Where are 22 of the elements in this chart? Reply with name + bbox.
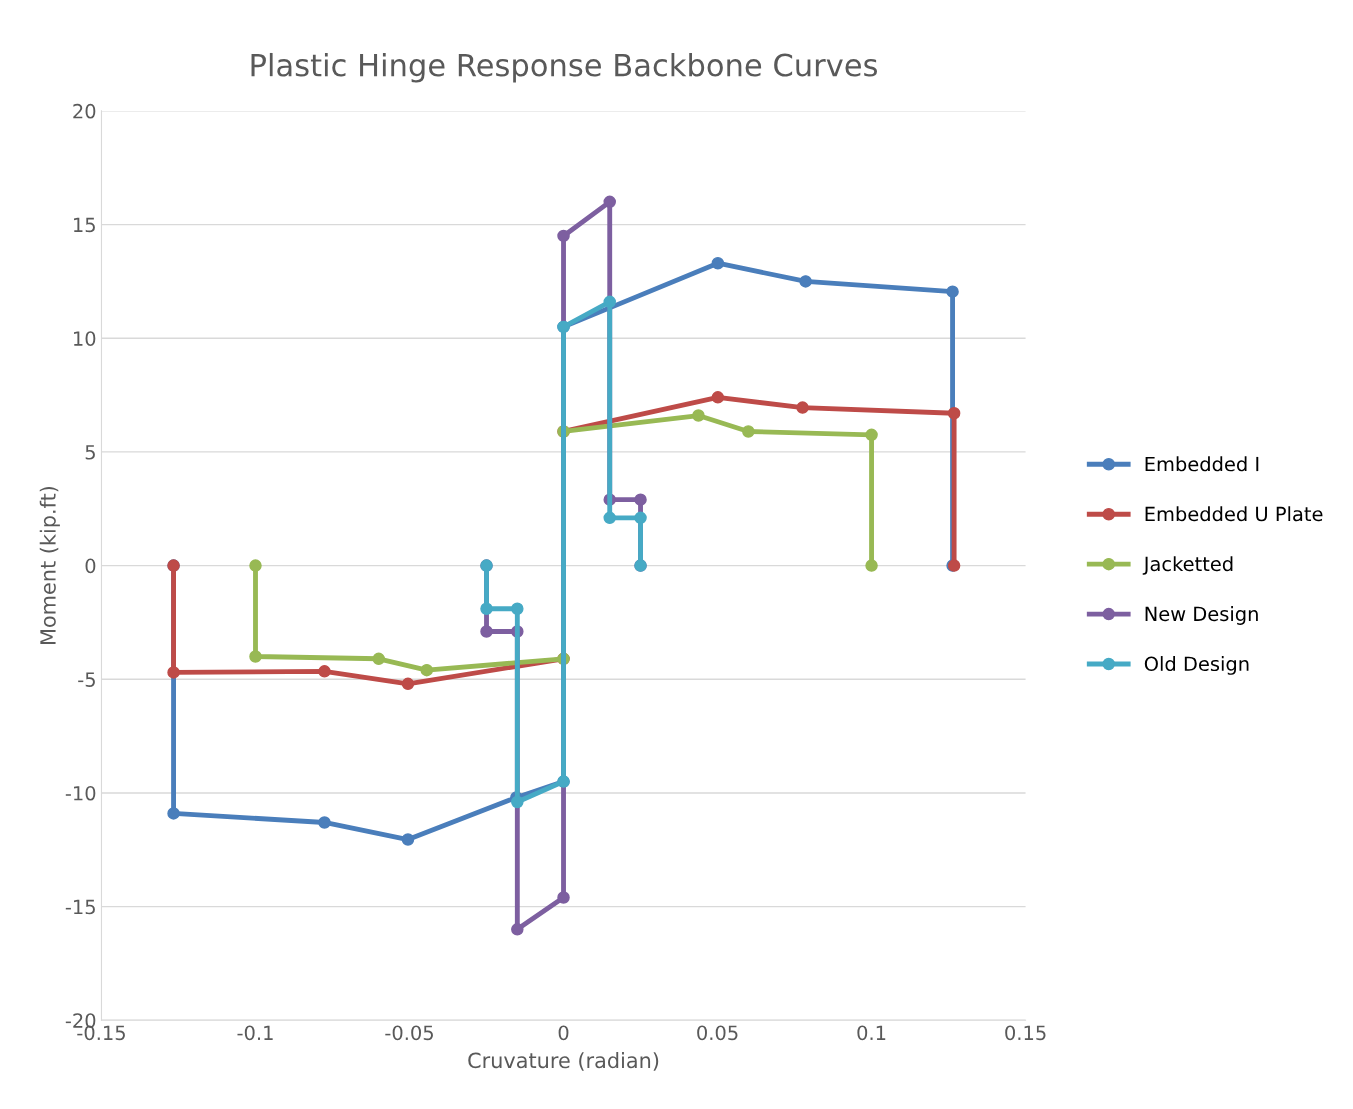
legend-label: New Design — [1145, 606, 1258, 625]
x-tick-label: 0.1 — [857, 1025, 886, 1041]
y-tick-label: 15 — [74, 217, 95, 233]
x-tick-label: -0.1 — [237, 1025, 273, 1041]
y-tick-label: -15 — [65, 899, 95, 915]
x-axis-title: Cruvature (radian) — [468, 1052, 659, 1071]
y-tick-label: -5 — [78, 672, 95, 687]
x-tick-label: -0.05 — [385, 1025, 433, 1041]
chart-title: Plastic Hinge Response Backbone Curves — [251, 52, 878, 83]
y-tick-label: 20 — [73, 103, 96, 119]
x-tick-label: 0.15 — [1005, 1025, 1046, 1041]
legend-label: Embedded U Plate — [1145, 506, 1323, 522]
legend-label: Old Design — [1144, 656, 1249, 675]
x-tick-label: 0 — [558, 1025, 569, 1041]
legend-label: Embedded I — [1145, 456, 1259, 472]
y-axis-title: Moment (kip.ft) — [39, 486, 60, 644]
y-tick-label: 5 — [85, 445, 95, 460]
x-tick-label: 0.05 — [697, 1025, 738, 1041]
y-tick-label: 0 — [85, 558, 96, 574]
y-tick-label: 10 — [74, 331, 96, 346]
y-tick-label: -10 — [65, 785, 96, 801]
legend-label: Jacketted — [1142, 556, 1233, 575]
